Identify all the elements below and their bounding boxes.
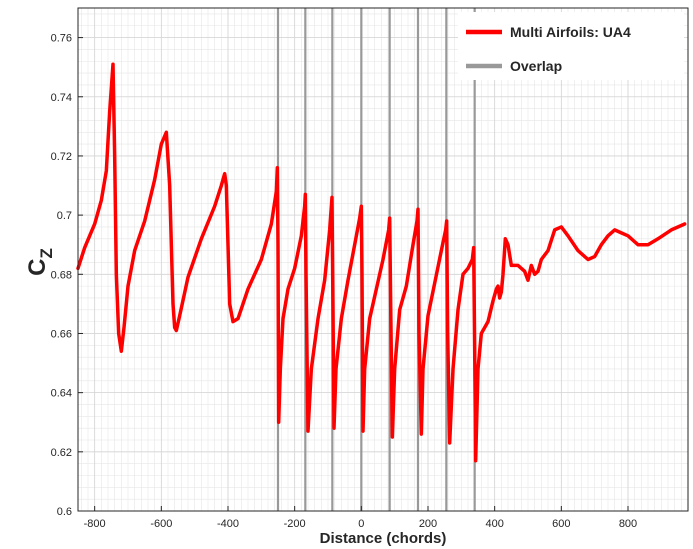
y-axis-label-sub: Z (37, 248, 56, 258)
y-tick-label: 0.6 (57, 506, 72, 518)
y-axis-label: CZ (24, 248, 56, 276)
x-tick-label: 0 (358, 518, 364, 530)
legend-series-label: Multi Airfoils: UA4 (510, 24, 631, 40)
x-tick-label: -400 (217, 518, 239, 530)
x-tick-label: 400 (485, 518, 503, 530)
y-tick-label: 0.66 (51, 328, 72, 340)
legend: Multi Airfoils: UA4 Overlap (458, 12, 684, 80)
y-tick-label: 0.72 (51, 151, 72, 163)
x-tick-label: 800 (619, 518, 637, 530)
y-tick-label: 0.7 (57, 210, 72, 222)
y-tick-label: 0.64 (51, 388, 72, 400)
x-axis-label: Distance (chords) (320, 530, 447, 547)
plot-frame (77, 7, 689, 512)
x-tick-label: 200 (419, 518, 437, 530)
y-tick-label: 0.76 (51, 33, 72, 45)
x-tick-label: 600 (552, 518, 570, 530)
x-tick-label: -600 (150, 518, 172, 530)
x-axis-ticks: -800 -600 -400 -200 0 200 400 600 800 (84, 506, 637, 530)
y-tick-label: 0.62 (51, 447, 72, 459)
x-tick-label: -200 (284, 518, 306, 530)
y-tick-label: 0.68 (51, 269, 72, 281)
y-axis-ticks: 0.6 0.62 0.64 0.66 0.68 0.7 0.72 0.74 0.76 (51, 33, 83, 518)
series-line (76, 62, 687, 463)
x-tick-label: -800 (84, 518, 106, 530)
legend-overlap-label: Overlap (510, 58, 562, 74)
svg-text:CZ: CZ (24, 248, 56, 276)
legend-box (458, 12, 684, 80)
y-tick-label: 0.74 (51, 92, 72, 104)
y-axis-label-main: C (24, 259, 51, 276)
